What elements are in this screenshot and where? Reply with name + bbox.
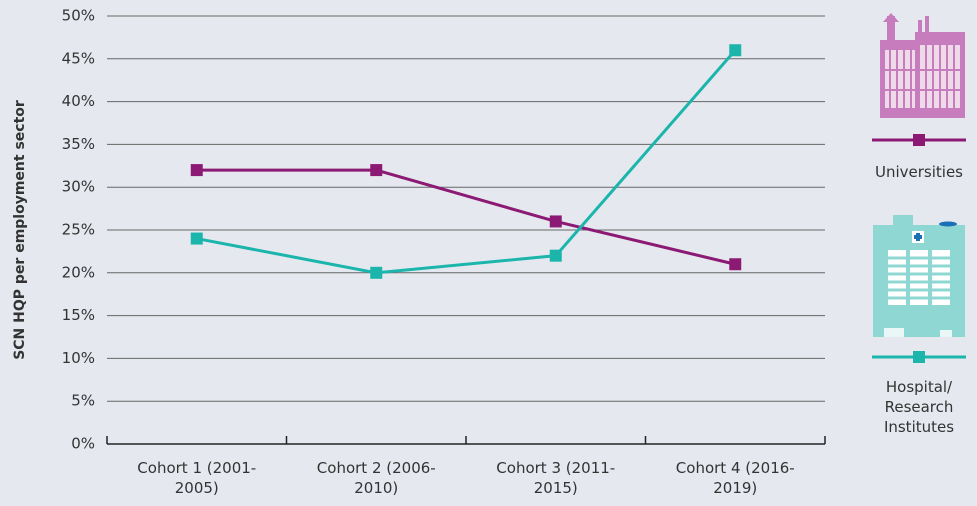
y-tick-label: 0% xyxy=(71,435,95,453)
legend-marker xyxy=(913,351,925,363)
hospital-icon xyxy=(873,215,965,337)
x-tick-label: Cohort 3 (2011-2015) xyxy=(486,458,626,498)
marker xyxy=(729,258,741,270)
y-tick-label: 20% xyxy=(62,263,95,281)
x-tick-label: Cohort 4 (2016-2019) xyxy=(665,458,805,498)
series-line xyxy=(197,170,736,264)
legend-label: Hospital/ Research Institutes xyxy=(862,377,976,437)
x-tick-label: Cohort 2 (2006-2010) xyxy=(306,458,446,498)
marker xyxy=(550,215,562,227)
marker xyxy=(370,164,382,176)
y-tick-label: 45% xyxy=(62,49,95,67)
y-tick-label: 50% xyxy=(62,7,95,25)
marker xyxy=(550,250,562,262)
y-tick-label: 10% xyxy=(62,349,95,367)
marker xyxy=(729,44,741,56)
y-tick-label: 40% xyxy=(62,92,95,110)
y-tick-label: 25% xyxy=(62,221,95,239)
chart: SCN HQP per employment sector 0% 5% 10% 15%… xyxy=(0,0,977,506)
y-axis-label: SCN HQP per employment sector xyxy=(12,100,28,360)
legend-label: Universities xyxy=(862,162,976,182)
y-tick-label: 15% xyxy=(62,306,95,324)
marker xyxy=(191,233,203,245)
x-tick-label: Cohort 1 (2001-2005) xyxy=(127,458,267,498)
chart-svg: SCN HQP per employment sector 0% 5% 10% 15%… xyxy=(0,0,977,506)
series-line xyxy=(197,50,736,273)
marker xyxy=(370,267,382,279)
y-tick-label: 5% xyxy=(71,392,95,410)
university-icon xyxy=(880,13,965,118)
marker xyxy=(191,164,203,176)
legend-marker xyxy=(913,134,925,146)
y-tick-label: 35% xyxy=(62,135,95,153)
y-tick-label: 30% xyxy=(62,178,95,196)
